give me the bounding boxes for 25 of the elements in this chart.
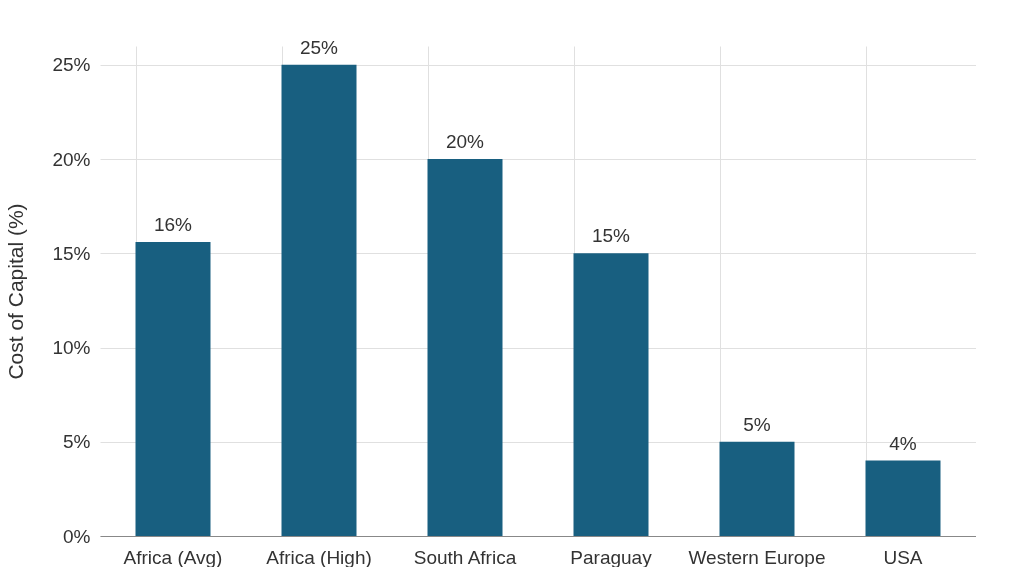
- data-label: 20%: [445, 131, 485, 153]
- bar: [427, 159, 503, 536]
- y-tick-label: 15%: [52, 242, 91, 264]
- y-tick-label: 5%: [63, 431, 91, 453]
- bar: [281, 64, 357, 536]
- data-label: 5%: [743, 413, 771, 435]
- y-tick-label: 25%: [52, 54, 91, 76]
- x-tick-label: Africa (Avg): [123, 546, 223, 567]
- data-label: 4%: [889, 432, 917, 454]
- y-tick-label: 20%: [52, 148, 91, 170]
- x-tick-label: Western Europe: [688, 546, 826, 567]
- x-tick-label: Africa (High): [266, 546, 372, 567]
- bar: [865, 460, 941, 536]
- bar: [573, 253, 649, 536]
- x-tick-label: USA: [883, 546, 923, 567]
- bar: [135, 242, 211, 536]
- y-tick-label: 10%: [52, 337, 91, 359]
- data-label: 16%: [153, 214, 193, 235]
- y-tick-label: 0%: [63, 525, 91, 547]
- y-axis-title: Cost of Capital (%): [4, 203, 28, 380]
- x-tick-label: South Africa: [413, 546, 517, 567]
- bar: [719, 441, 795, 536]
- x-tick-label: Paraguay: [570, 546, 653, 567]
- data-label: 25%: [299, 36, 339, 58]
- data-label: 15%: [591, 225, 631, 247]
